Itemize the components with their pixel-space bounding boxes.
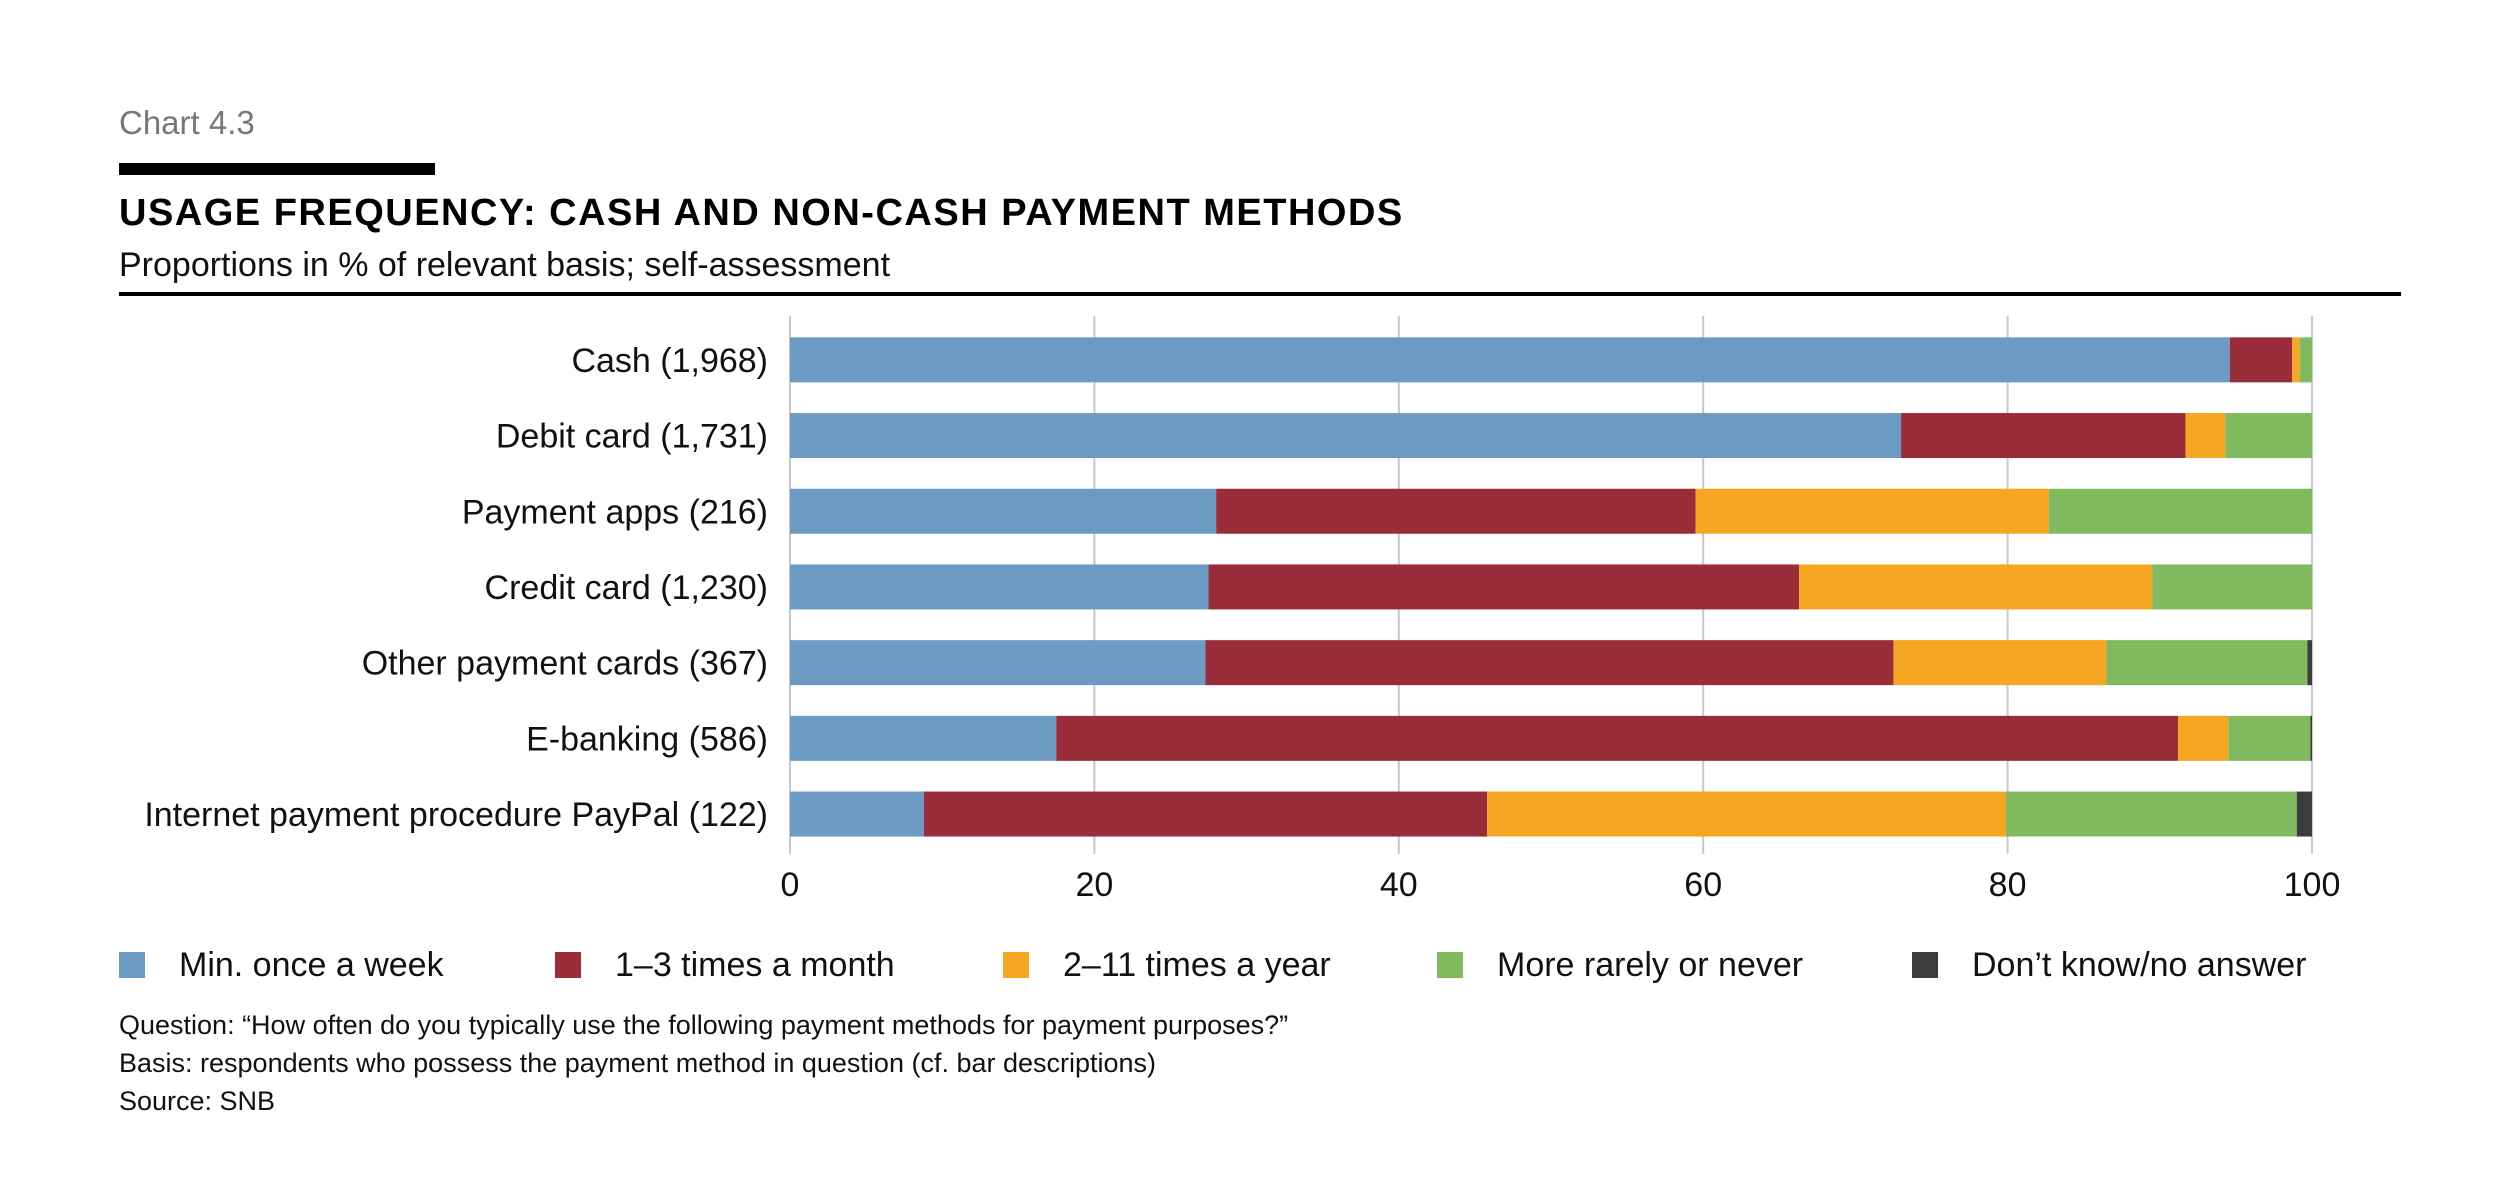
bar-segment [1893,640,2107,686]
legend-item-min-once-a-week: Min. once a week [119,940,444,990]
chart-number: Chart 4.3 [119,104,255,141]
bar-segment [1695,488,2049,534]
legend-label: 2–11 times a year [1063,945,1331,984]
bar-segment [790,488,1217,534]
category-label: Cash (1,968) [571,342,768,380]
x-tick-label: 100 [2284,866,2341,904]
basis-note: Basis: respondents who possess the payme… [119,1048,1157,1078]
bar-segment [1208,564,1800,610]
bar-segment [790,337,2230,383]
bar-segment [2225,413,2312,459]
legend-swatch [119,952,145,978]
bar-segment [2228,715,2311,761]
bar-segment [1056,715,2179,761]
x-tick-label: 80 [1989,866,2027,904]
chart-title: USAGE FREQUENCY: CASH AND NON-CASH PAYME… [119,192,1404,234]
x-tick-label: 40 [1380,866,1418,904]
chart-subtitle: Proportions in % of relevant basis; self… [119,246,891,284]
category-label: Internet payment procedure PayPal (122) [144,796,768,834]
bar-segment [790,791,924,837]
bar-segment [790,640,1206,686]
legend-label: Min. once a week [179,945,444,984]
category-label: Other payment cards (367) [362,645,768,683]
legend-item-dont-know-no-answer: Don’t know/no answer [1912,940,2307,990]
legend-item-more-rarely-or-never: More rarely or never [1437,940,1803,990]
category-label: Credit card (1,230) [485,569,768,607]
bar-segment [2310,715,2312,761]
legend-label: Don’t know/no answer [1972,945,2307,984]
legend-swatch [1437,952,1463,978]
bar-segment [1901,413,2186,459]
legend-swatch [555,952,581,978]
bar-segment [1487,791,2007,837]
x-tick-label: 20 [1075,866,1113,904]
chart-number-underline [119,163,435,175]
bar-layer [790,337,2312,837]
bar-segment [1216,488,1696,534]
bar-segment [2178,715,2229,761]
bar-segment [790,715,1057,761]
legend-swatch [1912,952,1938,978]
stacked-bar-chart: Cash (1,968) Debit card (1,731) Payment ap… [144,316,2341,904]
bar-segment [790,413,1902,459]
bar-segment [2106,640,2308,686]
category-label: Payment apps (216) [462,493,768,531]
legend-label: More rarely or never [1497,945,1804,984]
category-label: E-banking (586) [526,720,768,758]
bar-segment [1205,640,1894,686]
title-divider [119,292,2401,296]
source-note: Source: SNB [119,1086,276,1116]
bar-segment [790,564,1209,610]
bar-segment [923,791,1488,837]
x-axis-ticks: 0 20 40 60 80 100 [781,866,2341,904]
bar-segment [2006,791,2297,837]
bar-segment [2307,640,2312,686]
bar-segment [2048,488,2312,534]
legend-label: 1–3 times a month [615,945,895,984]
bar-segment [1799,564,2153,610]
legend-item-2-11-times-a-year: 2–11 times a year [1003,940,1331,990]
y-axis-labels: Cash (1,968) Debit card (1,731) Payment ap… [144,342,768,834]
x-tick-label: 60 [1684,866,1722,904]
bar-segment [2299,337,2312,383]
bar-segment [2185,413,2226,459]
bar-segment [2152,564,2312,610]
category-label: Debit card (1,731) [496,418,768,456]
question-note: Question: “How often do you typically us… [119,1010,1289,1040]
bar-segment [2292,337,2300,383]
legend-item-1-3-times-a-month: 1–3 times a month [555,940,895,990]
bar-segment [2229,337,2293,383]
bar-segment [2296,791,2312,837]
x-tick-label: 0 [781,866,800,904]
legend-swatch [1003,952,1029,978]
